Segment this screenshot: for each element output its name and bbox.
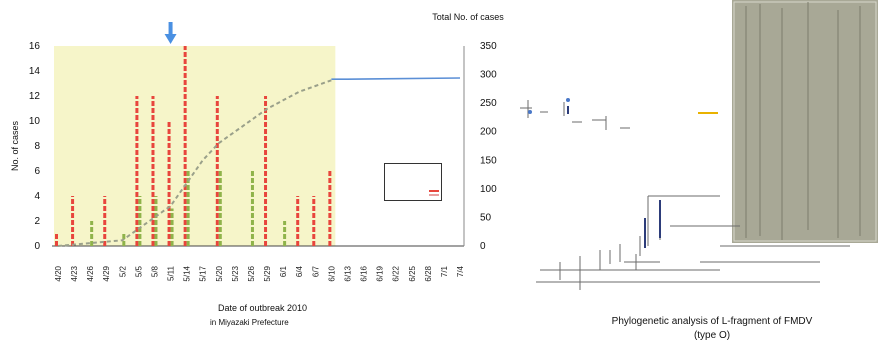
y-left-tick-label: 6 (34, 166, 40, 177)
x-tick-label: 7/4 (456, 265, 465, 277)
x-tick-label: 6/28 (424, 265, 433, 281)
x-tick-label: 5/11 (167, 265, 176, 281)
x-tick-label: 4/20 (54, 265, 63, 281)
y-right-tick-label: 50 (480, 212, 492, 223)
legend-swatch-red (429, 190, 439, 192)
y-left-tick-label: 2 (34, 216, 40, 227)
x-tick-label: 4/29 (102, 265, 111, 281)
x-tick-label: 6/10 (327, 265, 336, 281)
x-tick-label: 7/1 (440, 265, 449, 277)
tree-node (566, 98, 570, 102)
x-tick-label: 5/8 (150, 265, 159, 277)
y-left-tick-label: 4 (34, 191, 40, 202)
y-left-tick-label: 12 (29, 91, 41, 102)
y-right-tick-label: 350 (480, 41, 497, 52)
x-tick-label: 5/20 (215, 265, 224, 281)
tree-node (528, 110, 532, 114)
epidemic-curve-panel: 0 2 4 6 8 10 12 14 16 0 50 100 150 200 250 300 350 No. of… (10, 12, 504, 327)
x-axis-title: Date of outbreak 2010 (218, 303, 308, 313)
x-tick-label: 6/1 (279, 265, 288, 277)
y-left-axis-title: No. of cases (10, 120, 20, 171)
x-tick-label: 5/5 (134, 265, 143, 277)
sample-list-border (733, 1, 877, 242)
tree-highlight-branches (567, 106, 661, 248)
x-tick-label: 6/25 (408, 265, 417, 281)
x-tick-label: 6/4 (295, 265, 304, 277)
y-right-tick-label: 200 (480, 127, 497, 138)
x-tick-label: 6/16 (360, 265, 369, 281)
epidemic-curve-chart: 0 2 4 6 8 10 12 14 16 0 50 100 150 200 250 300 350 No. of… (10, 12, 504, 282)
x-tick-label: 5/26 (247, 265, 256, 281)
x-axis-subtitle: in Miyazaki Prefecture (210, 318, 289, 327)
x-tick-label: 5/29 (263, 265, 272, 281)
phylogenetic-panel: Phylogenetic analysis of L-fragment of F… (520, 0, 881, 343)
x-tick-label: 6/22 (392, 265, 401, 281)
y-right-tick-label: 150 (480, 155, 497, 166)
y-right-tick-label: 0 (480, 241, 486, 252)
legend-swatch-pink (429, 194, 439, 196)
caption-line-2: (type O) (693, 330, 731, 341)
y-left-tick-label: 10 (29, 116, 41, 127)
caption-line-1: Phylogenetic analysis of L-fragment of F… (611, 316, 813, 327)
x-tick-label: 6/13 (343, 265, 352, 281)
y-right-tick-label: 250 (480, 98, 497, 109)
legend-item-2 (385, 181, 441, 190)
sample-list-image (732, 0, 878, 243)
x-tick-label: 4/23 (70, 265, 79, 281)
cumulative-line (57, 79, 332, 247)
x-tick-label: 5/14 (183, 265, 192, 281)
blue-arrow-head-icon (164, 34, 177, 44)
y-left-tick-label: 0 (34, 241, 40, 252)
x-tick-label: 5/17 (199, 265, 208, 281)
x-tick-label: 6/19 (376, 265, 385, 281)
chart-legend (384, 163, 442, 201)
y-left-tick-label: 8 (34, 141, 40, 152)
phylogeny-caption: Phylogenetic analysis of L-fragment of F… (572, 315, 852, 343)
x-tick-label: 5/2 (118, 265, 127, 277)
y-left-tick-label: 16 (29, 41, 41, 52)
x-tick-label: 6/7 (311, 265, 320, 277)
sample-list-texture (745, 2, 861, 240)
cumulative-line-after (331, 77, 461, 80)
phylogenetic-tree (520, 0, 878, 290)
tree-branches (520, 100, 850, 290)
x-tick-label: 4/26 (86, 265, 95, 281)
y-right-axis-title: Total No. of cases (432, 12, 504, 22)
y-right-tick-label: 100 (480, 184, 497, 195)
legend-item-1 (385, 171, 441, 180)
y-right-tick-label: 300 (480, 70, 497, 81)
y-left-tick-label: 14 (29, 66, 41, 77)
highlight-band (54, 46, 336, 246)
x-tick-label: 5/23 (231, 265, 240, 281)
